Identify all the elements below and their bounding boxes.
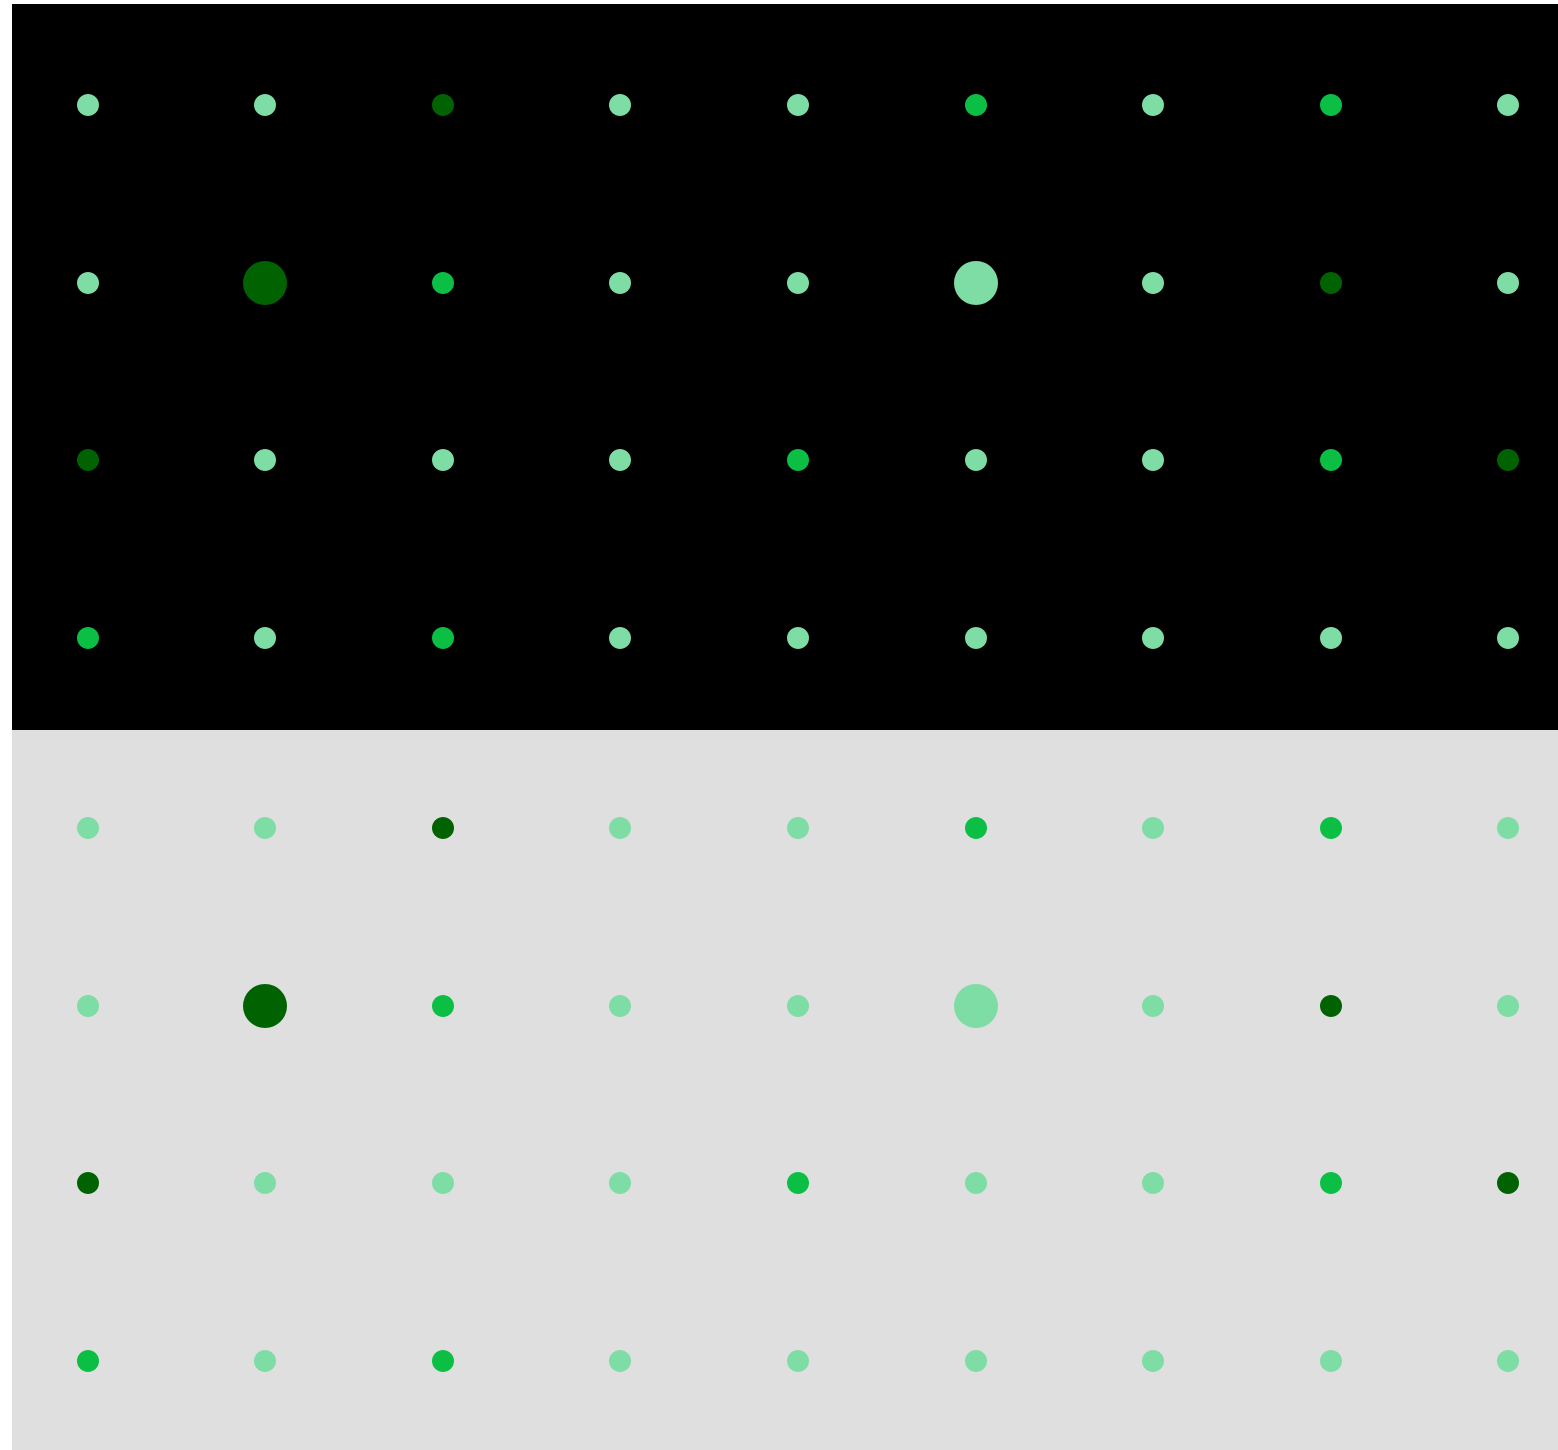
dot-dark-r2-c4 (609, 272, 631, 294)
dot-dark-r2-c2 (243, 261, 287, 305)
dot-dark-r3-c3 (432, 449, 454, 471)
dot-light-r3-c7 (1142, 1172, 1164, 1194)
dot-dark-r3-c2 (254, 449, 276, 471)
dot-light-r1-c5 (787, 817, 809, 839)
dot-light-r4-c7 (1142, 1350, 1164, 1372)
dot-light-r2-c2 (243, 984, 287, 1028)
dot-dark-r2-c8 (1320, 272, 1342, 294)
dot-light-r1-c9 (1497, 817, 1519, 839)
dot-dark-r3-c1 (77, 449, 99, 471)
dot-light-r1-c7 (1142, 817, 1164, 839)
dot-dark-r4-c3 (432, 627, 454, 649)
dot-dark-r2-c3 (432, 272, 454, 294)
dot-light-r2-c5 (787, 995, 809, 1017)
dot-dark-r1-c2 (254, 94, 276, 116)
dot-dark-r1-c7 (1142, 94, 1164, 116)
dot-dark-r4-c9 (1497, 627, 1519, 649)
dot-dark-r2-c7 (1142, 272, 1164, 294)
dot-light-r1-c4 (609, 817, 631, 839)
dot-dark-r3-c9 (1497, 449, 1519, 471)
dot-dark-r3-c4 (609, 449, 631, 471)
dot-dark-r3-c5 (787, 449, 809, 471)
dot-light-r1-c1 (77, 817, 99, 839)
dot-light-r2-c8 (1320, 995, 1342, 1017)
dot-dark-r4-c1 (77, 627, 99, 649)
dot-light-r4-c2 (254, 1350, 276, 1372)
dot-dark-r3-c8 (1320, 449, 1342, 471)
dark-dot-panel (12, 4, 1558, 730)
dot-dark-r1-c8 (1320, 94, 1342, 116)
dot-light-r4-c9 (1497, 1350, 1519, 1372)
dot-dark-r1-c5 (787, 94, 809, 116)
dot-dark-r4-c2 (254, 627, 276, 649)
dot-dark-r1-c6 (965, 94, 987, 116)
dot-dark-r3-c7 (1142, 449, 1164, 471)
dot-dark-r2-c9 (1497, 272, 1519, 294)
dot-light-r1-c8 (1320, 817, 1342, 839)
dot-light-r3-c5 (787, 1172, 809, 1194)
dot-light-r2-c1 (77, 995, 99, 1017)
dot-light-r4-c6 (965, 1350, 987, 1372)
dot-light-r2-c7 (1142, 995, 1164, 1017)
light-dot-panel (12, 730, 1558, 1450)
dot-dark-r4-c6 (965, 627, 987, 649)
dot-light-r3-c4 (609, 1172, 631, 1194)
dot-light-r3-c9 (1497, 1172, 1519, 1194)
dot-light-r4-c8 (1320, 1350, 1342, 1372)
dot-dark-r3-c6 (965, 449, 987, 471)
dot-dark-r4-c7 (1142, 627, 1164, 649)
dot-dark-r2-c1 (77, 272, 99, 294)
dot-dark-r2-c6 (954, 261, 998, 305)
dot-dark-r1-c4 (609, 94, 631, 116)
dot-light-r2-c3 (432, 995, 454, 1017)
dot-light-r3-c2 (254, 1172, 276, 1194)
dot-light-r1-c3 (432, 817, 454, 839)
dot-light-r2-c9 (1497, 995, 1519, 1017)
dot-light-r2-c4 (609, 995, 631, 1017)
dot-light-r1-c2 (254, 817, 276, 839)
dot-light-r4-c1 (77, 1350, 99, 1372)
dot-light-r3-c3 (432, 1172, 454, 1194)
dot-light-r4-c4 (609, 1350, 631, 1372)
dot-dark-r1-c1 (77, 94, 99, 116)
dot-light-r1-c6 (965, 817, 987, 839)
dot-dark-r1-c9 (1497, 94, 1519, 116)
dot-light-r4-c3 (432, 1350, 454, 1372)
dot-light-r3-c8 (1320, 1172, 1342, 1194)
dot-light-r3-c1 (77, 1172, 99, 1194)
dot-dark-r1-c3 (432, 94, 454, 116)
dot-light-r4-c5 (787, 1350, 809, 1372)
dot-light-r3-c6 (965, 1172, 987, 1194)
dot-dark-r4-c5 (787, 627, 809, 649)
dot-dark-r2-c5 (787, 272, 809, 294)
dot-dark-r4-c8 (1320, 627, 1342, 649)
dot-light-r2-c6 (954, 984, 998, 1028)
dot-dark-r4-c4 (609, 627, 631, 649)
